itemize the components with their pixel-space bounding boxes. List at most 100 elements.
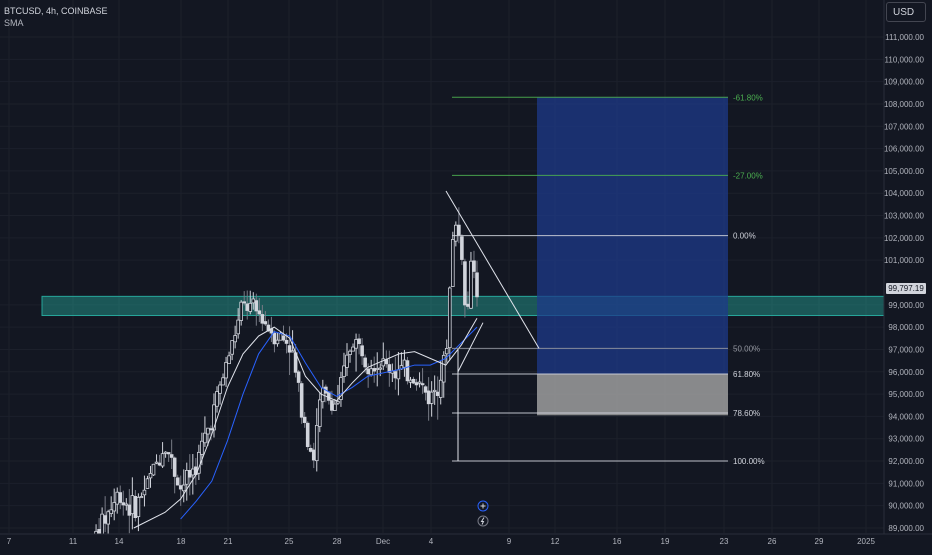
candle-body[interactable] — [239, 301, 243, 321]
candle-body[interactable] — [178, 485, 183, 490]
candle-body[interactable] — [402, 359, 407, 368]
candle-body[interactable] — [360, 345, 364, 357]
candle-body[interactable] — [248, 302, 253, 312]
candle-body[interactable] — [438, 379, 443, 398]
candle-body[interactable] — [333, 403, 337, 411]
candle-body[interactable] — [242, 301, 247, 304]
candle-body[interactable] — [169, 454, 174, 458]
candle-body[interactable] — [393, 371, 398, 379]
candle-body[interactable] — [363, 357, 367, 368]
candle-body[interactable] — [251, 298, 256, 304]
candle-body[interactable] — [218, 384, 222, 394]
candle-body[interactable] — [109, 509, 113, 515]
candle-body[interactable] — [160, 453, 165, 467]
currency-button[interactable]: USD — [886, 2, 926, 22]
candle-body[interactable] — [209, 428, 213, 431]
candle-body[interactable] — [172, 457, 177, 477]
candle-body[interactable] — [317, 399, 322, 427]
candle-body[interactable] — [133, 496, 138, 519]
candle-body[interactable] — [426, 390, 431, 405]
candle-body[interactable] — [423, 386, 428, 393]
candle-body[interactable] — [457, 224, 461, 236]
plus-circle-icon[interactable] — [477, 500, 489, 512]
candle-body[interactable] — [414, 382, 419, 386]
candle-body[interactable] — [263, 321, 268, 325]
candle-body[interactable] — [157, 462, 162, 466]
candle-body[interactable] — [408, 379, 413, 383]
candle-body[interactable] — [245, 303, 250, 311]
candle-body[interactable] — [314, 425, 319, 462]
candle-body[interactable] — [142, 489, 147, 496]
candle-body[interactable] — [127, 504, 132, 516]
sma-line[interactable] — [180, 326, 478, 520]
sma-line[interactable] — [133, 317, 478, 529]
candle-body[interactable] — [106, 511, 110, 525]
candle-body[interactable] — [372, 368, 377, 372]
candle-body[interactable] — [290, 350, 295, 353]
candle-body[interactable] — [299, 383, 304, 418]
candle-body[interactable] — [272, 332, 277, 345]
indicator-label[interactable]: SMA — [4, 18, 24, 28]
candle-body[interactable] — [348, 350, 352, 355]
candle-body[interactable] — [330, 400, 334, 411]
candle-body[interactable] — [354, 339, 358, 349]
candle-body[interactable] — [112, 502, 117, 512]
candle-body[interactable] — [124, 503, 129, 506]
candle-body[interactable] — [145, 478, 150, 489]
candle-body[interactable] — [151, 463, 156, 476]
candle-body[interactable] — [257, 310, 262, 315]
candle-body[interactable] — [417, 381, 422, 384]
trend-line[interactable] — [445, 190, 540, 349]
candle-body[interactable] — [342, 365, 346, 377]
candle-body[interactable] — [130, 495, 135, 515]
candle-body[interactable] — [154, 461, 159, 464]
candle-body[interactable] — [118, 492, 123, 503]
candle-body[interactable] — [396, 369, 401, 380]
rising-line[interactable] — [457, 322, 484, 372]
candle-body[interactable] — [305, 422, 310, 448]
candle-body[interactable] — [203, 432, 207, 444]
candle-body[interactable] — [311, 449, 316, 461]
candle-body[interactable] — [175, 477, 180, 486]
candle-body[interactable] — [369, 368, 373, 376]
candle-body[interactable] — [221, 377, 225, 386]
candle-body[interactable] — [187, 470, 192, 478]
candle-body[interactable] — [435, 391, 440, 396]
candle-body[interactable] — [100, 513, 104, 538]
candle-body[interactable] — [296, 371, 301, 383]
candle-body[interactable] — [345, 354, 349, 368]
candle-body[interactable] — [136, 496, 141, 517]
candle-body[interactable] — [166, 452, 171, 455]
candle-body[interactable] — [339, 377, 343, 400]
candle-body[interactable] — [278, 333, 283, 341]
candle-body[interactable] — [336, 401, 340, 404]
candle-body[interactable] — [375, 367, 380, 370]
candle-body[interactable] — [447, 287, 452, 349]
candle-body[interactable] — [254, 300, 259, 312]
candle-body[interactable] — [366, 368, 370, 375]
symbol-title[interactable]: BTCUSD, 4h, COINBASE — [4, 6, 108, 16]
candle-body[interactable] — [460, 236, 464, 260]
candle-body[interactable] — [233, 335, 237, 343]
candle-body[interactable] — [184, 469, 189, 485]
candle-body[interactable] — [148, 473, 153, 479]
candle-body[interactable] — [429, 391, 434, 404]
candle-body[interactable] — [236, 319, 240, 335]
candle-body[interactable] — [224, 361, 228, 379]
candle-body[interactable] — [384, 359, 389, 365]
candle-body[interactable] — [230, 340, 234, 355]
candle-body[interactable] — [212, 404, 216, 431]
candle-body[interactable] — [444, 348, 449, 355]
candle-body[interactable] — [475, 272, 479, 298]
candle-body[interactable] — [472, 260, 476, 272]
candle-body[interactable] — [284, 339, 289, 344]
candle-body[interactable] — [115, 491, 120, 505]
candle-body[interactable] — [103, 515, 107, 524]
candle-body[interactable] — [463, 261, 467, 306]
stop-zone[interactable] — [537, 374, 728, 416]
candle-body[interactable] — [181, 484, 186, 492]
candle-body[interactable] — [200, 440, 204, 455]
candle-body[interactable] — [378, 367, 383, 370]
